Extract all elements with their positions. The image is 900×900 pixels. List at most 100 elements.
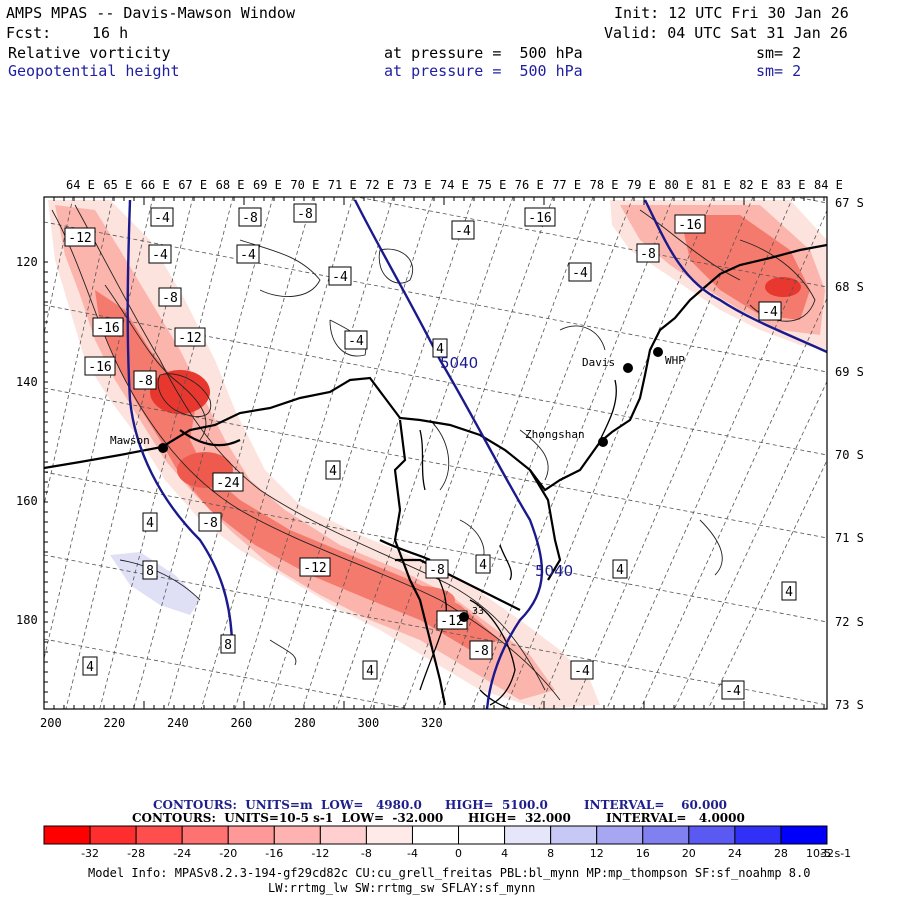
vorticity-label-box [636,243,660,263]
color-bar-segment [504,825,552,845]
vorticity-label: 8 [146,564,154,579]
longitude-gridline [234,197,394,709]
vorticity-label-box [570,660,594,680]
vorticity-label-box [721,680,745,700]
longitude-gridline [572,197,794,709]
top-longitude-label: 71 E [328,178,357,192]
vorticity-core-3 [765,277,801,297]
color-bar-segment [43,825,91,845]
longitude-gridline [268,197,434,709]
field2-level: at pressure = 500 hPa [384,62,583,80]
top-longitude-label: 77 E [552,178,581,192]
vorticity-label-box [299,557,331,577]
vorticity-label: 4 [479,558,487,573]
field1-name: Relative vorticity [8,44,171,62]
station-zhongshan-label: Zhongshan [525,428,585,441]
longitude-gridline [538,197,754,709]
vorticity-label: -8 [640,247,656,262]
vorticity-label: 8 [224,638,232,653]
model-info-line2: LW:rrtmg_lw SW:rrtmg_sw SFLAY:sf_mynn [268,881,536,895]
vorticity-label-box [524,207,556,227]
color-bar-segment [319,825,367,845]
vorticity-label-box [220,634,236,654]
color-bar-tick-label: -16 [265,847,283,860]
top-longitude-label: 68 E [216,178,245,192]
color-bar-segment [135,825,183,845]
station-whp-label: WHP [665,354,685,367]
vorticity-label: -8 [473,644,489,659]
vorticity-shading-medium [55,205,555,700]
color-bar-units: 10-5 s-1 [806,847,851,860]
color-bar-segment [273,825,321,845]
vorticity-label-box [781,581,797,601]
longitude-gridline [471,197,674,709]
longitude-grid [44,197,827,709]
vorticity-label: 4 [329,464,337,479]
vorticity-label: -8 [162,291,178,306]
vorticity-label: -16 [96,321,119,336]
top-longitude-label: 70 E [290,178,319,192]
vorticity-contour-info: CONTOURS: UNITS=10-5 s-1 LOW= -32.000 [132,811,444,825]
bottom-grid-label: 320 [421,716,443,730]
field1-smoothing: sm= 2 [756,44,802,62]
vorticity-contour-labels: -4 -8 -8 -4 -12 -4 -4 -16 -8 -12 -16 -8 -16 -4 -4 -4 -4 4… [64,203,797,700]
vorticity-label: -12 [303,561,326,576]
vorticity-contour-high: HIGH= 32.000 [468,811,571,825]
station-mawson-marker [158,443,168,453]
color-bar-segment [89,825,137,845]
vorticity-label-box [92,317,124,337]
top-longitude-label: 72 E [365,178,394,192]
color-bar-tick-label: -28 [127,847,145,860]
vorticity-label-box [328,266,352,286]
vorticity-label: -16 [678,218,701,233]
vorticity-label: 4 [366,664,374,679]
station-whp-marker [653,347,663,357]
left-grid-labels: 120 140 160 180 [16,255,38,627]
top-longitude-label: 79 E [627,178,656,192]
vorticity-label-box [142,512,158,532]
model-info-line1: Model Info: MPASv8.2.3-194-gf29cd82c CU:… [88,866,811,880]
color-bar-tick-label: 32 [820,847,834,860]
vorticity-label: -4 [572,266,588,281]
vorticity-label-box [238,207,262,227]
color-bar-segment [458,825,506,845]
top-longitude-label: 83 E [777,178,806,192]
left-grid-label: 120 [16,255,38,269]
vorticity-label: 4 [146,516,154,531]
longitude-gridline [335,197,514,709]
vorticity-label: -16 [88,360,111,375]
vorticity-shading-blue [110,552,200,615]
vorticity-label-box [469,640,493,660]
height-contour-high: HIGH= 5100.0 [445,798,548,812]
top-longitude-label: 74 E [440,178,469,192]
vorticity-label: -16 [528,211,551,226]
field1-level: at pressure = 500 hPa [384,44,583,62]
vorticity-label: 4 [86,660,94,675]
vorticity-label-box [150,207,174,227]
color-bar-segment [181,825,229,845]
vorticity-label-box [133,370,157,390]
color-bar [43,825,828,845]
bottom-grid-label: 200 [40,716,62,730]
bottom-grid-label: 260 [231,716,253,730]
longitude-gridline [640,297,827,709]
right-latitude-labels: 67 S 68 S 69 S 70 S 71 S 72 S 73 S [835,196,864,712]
vorticity-label: -4 [154,211,170,226]
vorticity-label-box [674,214,706,234]
color-bar-tick-label: 20 [682,847,696,860]
bottom-grid-label: 300 [358,716,380,730]
top-longitude-label: 81 E [702,178,731,192]
right-latitude-label: 69 S [835,365,864,379]
right-latitude-label: 72 S [835,615,864,629]
longitude-gridline [606,209,827,709]
top-longitude-label: 69 E [253,178,282,192]
color-bar-labels: -32 -28 -24 -20 -16 -12 -8 -4 0 4 8 12 16 20 24 28 32 [81,847,834,860]
longitude-gridline [437,197,634,709]
top-longitude-label: 78 E [590,178,619,192]
longitude-gridline [133,197,274,709]
top-longitude-label: 75 E [477,178,506,192]
vorticity-label: -4 [762,305,778,320]
stations: Davis WHP Mawson Zhongshan 33 [110,347,685,622]
longitude-gridline [302,197,474,709]
